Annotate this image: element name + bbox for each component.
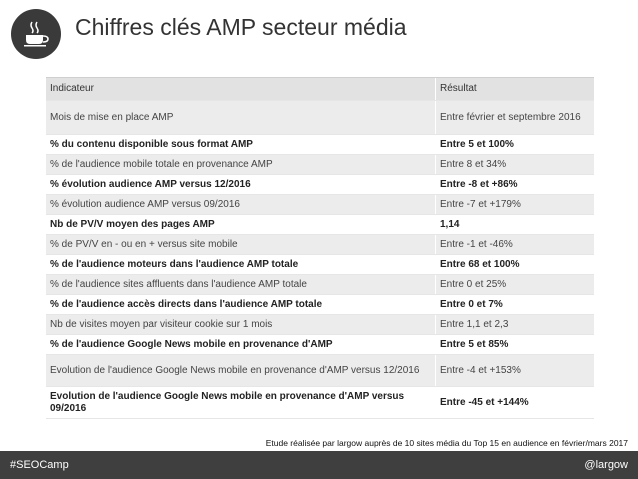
study-footnote: Etude réalisée par largow auprès de 10 s… — [265, 438, 628, 448]
table-row: % évolution audience AMP versus 09/2016 … — [46, 195, 594, 215]
result-cell: Entre 5 et 85% — [440, 338, 509, 350]
indicator-cell: % de l'audience mobile totale en provena… — [46, 155, 436, 174]
result-cell: Entre -8 et +86% — [440, 178, 518, 190]
table-row: % de PV/V en - ou en + versus site mobil… — [46, 235, 594, 255]
indicator-cell: % évolution audience AMP versus 09/2016 — [46, 195, 436, 214]
table-row: % du contenu disponible sous format AMP … — [46, 135, 594, 155]
indicator-cell: % de l'audience moteurs dans l'audience … — [46, 255, 436, 274]
result-cell: Entre -4 et +153% — [440, 364, 521, 376]
result-cell: Entre 8 et 34% — [440, 158, 507, 170]
result-cell: Entre 68 et 100% — [440, 258, 520, 270]
table-row: % de l'audience sites affluents dans l'a… — [46, 275, 594, 295]
table-row: Nb de visites moyen par visiteur cookie … — [46, 315, 594, 335]
table-row: % de l'audience mobile totale en provena… — [46, 155, 594, 175]
page-title: Chiffres clés AMP secteur média — [75, 14, 407, 40]
table-row: % de l'audience accès directs dans l'aud… — [46, 295, 594, 315]
result-cell: Entre -1 et -46% — [440, 238, 513, 250]
result-cell: Entre 1,1 et 2,3 — [440, 318, 509, 330]
result-cell: Entre 0 et 25% — [440, 278, 507, 290]
indicator-cell: % de l'audience accès directs dans l'aud… — [46, 295, 436, 314]
indicator-cell: Nb de PV/V moyen des pages AMP — [46, 215, 436, 234]
indicator-cell: Nb de visites moyen par visiteur cookie … — [46, 315, 436, 334]
table-row: Nb de PV/V moyen des pages AMP 1,14 — [46, 215, 594, 235]
indicator-cell: Mois de mise en place AMP — [46, 101, 436, 134]
twitter-handle: @largow — [584, 459, 628, 471]
key-figures-table: Indicateur Résultat Mois de mise en plac… — [46, 77, 594, 419]
coffee-cup-icon — [11, 9, 61, 59]
table-header-row: Indicateur Résultat — [46, 78, 594, 101]
indicator-cell: % de l'audience sites affluents dans l'a… — [46, 275, 436, 294]
result-cell: Entre -7 et +179% — [440, 198, 521, 210]
result-cell: Entre 0 et 7% — [440, 298, 503, 310]
footer-bar: #SEOCamp @largow — [0, 451, 638, 479]
indicator-cell: % de PV/V en - ou en + versus site mobil… — [46, 235, 436, 254]
result-cell: Entre février et septembre 2016 — [440, 111, 581, 123]
table-row: % évolution audience AMP versus 12/2016 … — [46, 175, 594, 195]
indicator-cell: % de l'audience Google News mobile en pr… — [46, 335, 436, 354]
table-row: Evolution de l'audience Google News mobi… — [46, 387, 594, 419]
hashtag-label: #SEOCamp — [10, 459, 69, 471]
table-row: % de l'audience moteurs dans l'audience … — [46, 255, 594, 275]
indicator-cell: Evolution de l'audience Google News mobi… — [46, 355, 436, 386]
table-row: Evolution de l'audience Google News mobi… — [46, 355, 594, 387]
result-cell: Entre -45 et +144% — [440, 396, 529, 408]
column-header-indicator: Indicateur — [46, 78, 436, 100]
indicator-cell: % évolution audience AMP versus 12/2016 — [46, 175, 436, 194]
table-row: Mois de mise en place AMP Entre février … — [46, 101, 594, 135]
table-row: % de l'audience Google News mobile en pr… — [46, 335, 594, 355]
result-cell: Entre 5 et 100% — [440, 138, 514, 150]
indicator-cell: % du contenu disponible sous format AMP — [46, 135, 436, 154]
column-header-result: Résultat — [440, 83, 477, 94]
result-cell: 1,14 — [440, 218, 460, 230]
indicator-cell: Evolution de l'audience Google News mobi… — [46, 387, 436, 418]
